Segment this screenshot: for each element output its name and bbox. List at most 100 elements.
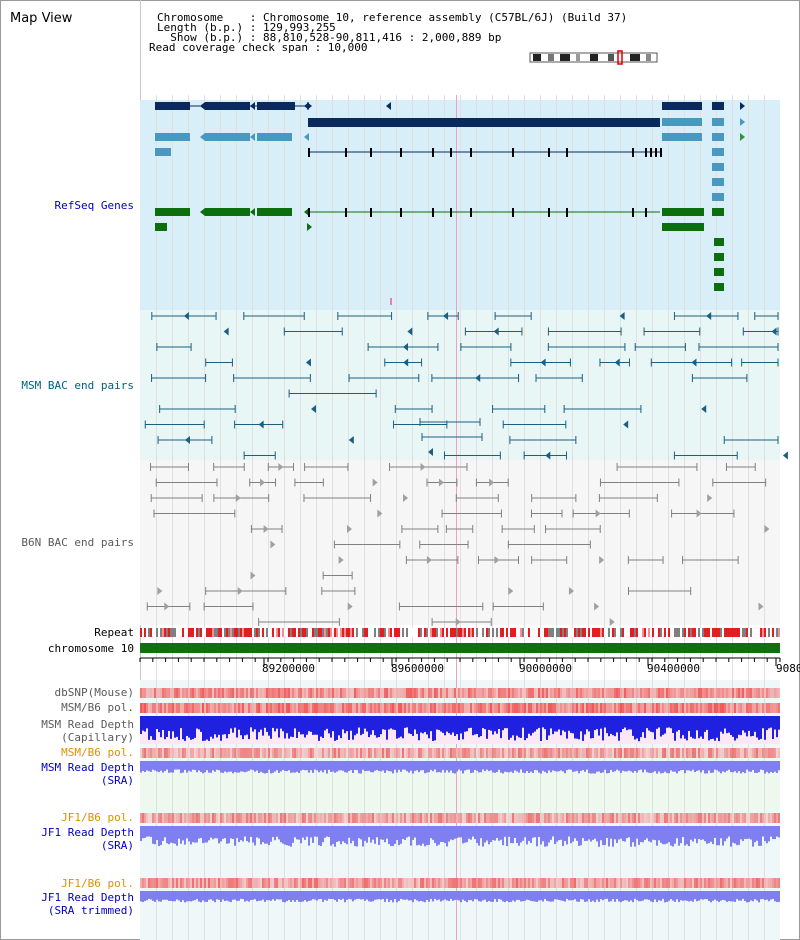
track-label-jf1-depth-trimmed[interactable]: JF1 Read Depth xyxy=(41,891,134,904)
polymorphism-glyph xyxy=(338,813,340,823)
polymorphism-glyph xyxy=(418,748,420,758)
polymorphism-glyph xyxy=(162,878,164,888)
track-label-jf1-pol-2[interactable]: JF1/B6 pol. xyxy=(61,877,134,890)
polymorphism-glyph xyxy=(158,813,160,823)
read-depth-bar xyxy=(526,891,528,900)
read-depth-bar xyxy=(248,891,250,902)
track-label-msm-depth-capillary[interactable]: MSM Read Depth xyxy=(41,718,134,731)
track-label-msm-depth-sra[interactable]: MSM Read Depth xyxy=(41,761,134,774)
polymorphism-glyph xyxy=(706,688,708,698)
polymorphism-glyph xyxy=(326,688,328,698)
read-depth-bar xyxy=(492,891,494,902)
polymorphism-glyph xyxy=(654,878,656,888)
polymorphism-glyph xyxy=(404,703,406,713)
read-depth-bar xyxy=(520,826,522,843)
polymorphism-glyph xyxy=(430,748,432,758)
polymorphism-glyph xyxy=(358,703,360,713)
polymorphism-glyph xyxy=(606,813,608,823)
polymorphism-glyph xyxy=(174,703,176,713)
read-depth-bar xyxy=(602,891,604,901)
track-label-refseq[interactable]: RefSeq Genes xyxy=(54,199,134,212)
track-label-jf1-depth[interactable]: JF1 Read Depth xyxy=(41,826,134,839)
read-depth-bar xyxy=(142,891,144,903)
track-label-dbsnp[interactable]: dbSNP(Mouse) xyxy=(54,686,134,699)
polymorphism-glyph xyxy=(706,813,708,823)
read-depth-bar xyxy=(700,716,702,737)
polymorphism-glyph xyxy=(202,688,204,698)
polymorphism-glyph xyxy=(628,878,630,888)
read-depth-bar xyxy=(634,716,636,740)
repeat-glyph xyxy=(254,628,256,637)
read-depth-bar xyxy=(184,761,186,770)
polymorphism-glyph xyxy=(212,813,214,823)
read-depth-bar xyxy=(566,891,568,899)
polymorphism-glyph xyxy=(656,688,658,698)
polymorphism-glyph xyxy=(772,748,774,758)
read-depth-bar xyxy=(766,716,768,731)
polymorphism-glyph xyxy=(142,878,144,888)
polymorphism-glyph xyxy=(520,703,522,713)
track-label-msm-b6-pol[interactable]: MSM/B6 pol. xyxy=(61,701,134,714)
read-depth-bar xyxy=(680,716,682,739)
read-depth-bar xyxy=(230,826,232,839)
polymorphism-glyph xyxy=(320,813,322,823)
read-depth-bar xyxy=(416,891,418,901)
polymorphism-glyph xyxy=(600,703,602,713)
polymorphism-glyph xyxy=(718,688,720,698)
polymorphism-glyph xyxy=(522,748,524,758)
polymorphism-glyph xyxy=(538,748,540,758)
polymorphism-glyph xyxy=(600,748,602,758)
read-depth-bar xyxy=(534,761,536,770)
polymorphism-glyph xyxy=(714,703,716,713)
track-label-b6n-bac[interactable]: B6N BAC end pairs xyxy=(21,536,134,549)
read-depth-bar xyxy=(452,716,454,733)
read-depth-bar xyxy=(568,761,570,770)
track-label-msm-bac[interactable]: MSM BAC end pairs xyxy=(21,379,134,392)
track-label-jf1-pol[interactable]: JF1/B6 pol. xyxy=(61,811,134,824)
strand-arrow xyxy=(372,478,378,487)
track-label-msm-b6-pol-sra[interactable]: MSM/B6 pol. xyxy=(61,746,134,759)
polymorphism-glyph xyxy=(256,813,258,823)
polymorphism-glyph xyxy=(728,703,730,713)
read-depth-bar xyxy=(526,761,528,772)
repeat-glyph xyxy=(768,628,770,637)
read-depth-bar xyxy=(430,891,432,899)
read-depth-bar xyxy=(570,826,572,844)
read-depth-bar xyxy=(318,826,320,846)
polymorphism-glyph xyxy=(414,688,416,698)
polymorphism-glyph xyxy=(412,878,414,888)
polymorphism-glyph xyxy=(234,703,236,713)
read-depth-bar xyxy=(170,761,172,773)
read-depth-bar xyxy=(328,761,330,770)
polymorphism-glyph xyxy=(216,813,218,823)
read-depth-bar xyxy=(280,891,282,900)
polymorphism-glyph xyxy=(534,813,536,823)
repeat-glyph xyxy=(442,628,444,637)
read-depth-bar xyxy=(368,891,370,902)
read-depth-bar xyxy=(668,761,670,774)
polymorphism-glyph xyxy=(684,878,686,888)
polymorphism-glyph xyxy=(190,878,192,888)
read-depth-bar xyxy=(352,826,354,841)
read-depth-bar xyxy=(354,761,356,770)
polymorphism-glyph xyxy=(236,703,238,713)
track-label-chromosome[interactable]: chromosome 10 xyxy=(47,642,134,655)
track-label-repeat[interactable]: Repeat xyxy=(94,626,134,639)
read-depth-bar xyxy=(240,891,242,899)
read-depth-bar xyxy=(260,716,262,730)
read-depth-bar xyxy=(272,826,274,838)
strand-arrow xyxy=(164,602,170,611)
read-depth-bar xyxy=(510,716,512,738)
polymorphism-glyph xyxy=(636,878,638,888)
read-depth-bar xyxy=(672,891,674,901)
read-depth-bar xyxy=(276,826,278,837)
read-depth-bar xyxy=(610,891,612,902)
read-depth-bar xyxy=(192,761,194,770)
polymorphism-glyph xyxy=(614,688,616,698)
read-depth-bar xyxy=(188,761,190,771)
polymorphism-glyph xyxy=(752,813,754,823)
read-depth-bar xyxy=(554,826,556,845)
read-depth-bar xyxy=(722,716,724,734)
read-depth-bar xyxy=(704,891,706,900)
read-depth-bar xyxy=(770,826,772,837)
